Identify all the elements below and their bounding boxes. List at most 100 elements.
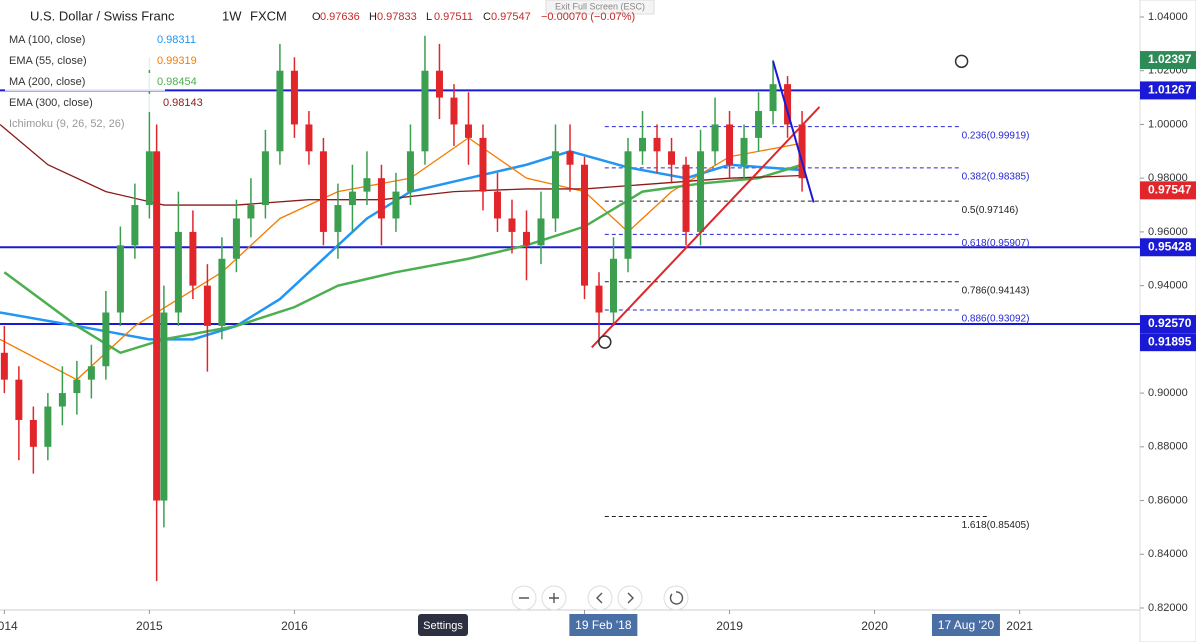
fib-label: 0.382(0.98385) bbox=[962, 171, 1030, 182]
ohlc-value: 0.97547 bbox=[491, 11, 531, 23]
x-tick-label: 2015 bbox=[136, 619, 163, 633]
candle-body bbox=[653, 137, 661, 152]
candle-body bbox=[566, 151, 574, 165]
candle-body bbox=[581, 164, 589, 286]
candle-body bbox=[290, 70, 298, 125]
legend-bg bbox=[5, 52, 165, 70]
candle-body bbox=[755, 111, 763, 138]
control-icons bbox=[519, 591, 684, 605]
fib-label: 0.5(0.97146) bbox=[962, 205, 1019, 216]
interval: 1W bbox=[222, 8, 242, 23]
candle-body bbox=[276, 70, 284, 152]
candle-body bbox=[493, 191, 501, 219]
candle-body bbox=[392, 191, 400, 219]
candle-body bbox=[203, 285, 211, 326]
y-tick-label: 1.00000 bbox=[1148, 118, 1188, 130]
x-tick-label: 2016 bbox=[281, 619, 308, 633]
symbol-title: U.S. Dollar / Swiss Franc bbox=[30, 8, 175, 23]
plot: 0.820000.840000.860000.880000.900000.920… bbox=[0, 11, 1196, 636]
candle-body bbox=[145, 151, 153, 206]
ohlc-key: L bbox=[426, 11, 432, 23]
candle-body bbox=[305, 124, 313, 152]
x-tick-label: 2019 bbox=[716, 619, 743, 633]
price-label-box bbox=[1140, 315, 1196, 334]
candle-body bbox=[595, 285, 603, 313]
candle-body bbox=[87, 366, 95, 380]
candle-body bbox=[435, 70, 443, 98]
x-marker-box bbox=[931, 614, 1000, 636]
price-label-box bbox=[1140, 333, 1196, 352]
fib-label: 0.786(0.94143) bbox=[962, 285, 1030, 296]
ohlc-value: 0.97833 bbox=[377, 11, 417, 23]
scroll-right[interactable] bbox=[617, 585, 643, 611]
ohlc-value: 0.97511 bbox=[434, 11, 473, 23]
y-tick-label: 1.04000 bbox=[1148, 11, 1188, 23]
candle-body bbox=[740, 137, 748, 165]
ma-line bbox=[3, 163, 803, 355]
settings-button[interactable] bbox=[418, 614, 468, 636]
fib-label: 0.886(0.93092) bbox=[962, 314, 1030, 325]
candle-body bbox=[537, 218, 545, 246]
scroll-left[interactable] bbox=[587, 585, 613, 611]
candle-body bbox=[334, 205, 342, 232]
ohlc-key: O bbox=[312, 11, 321, 23]
x-marker-box bbox=[569, 614, 638, 636]
candle-body bbox=[377, 178, 385, 219]
price-label-box bbox=[1140, 81, 1196, 100]
price-label: 0.95428 bbox=[1148, 239, 1192, 253]
candle-body bbox=[508, 218, 516, 232]
candle-body bbox=[624, 151, 632, 259]
candle-body bbox=[363, 178, 371, 192]
candle-body bbox=[58, 393, 66, 407]
candle-body bbox=[450, 97, 458, 125]
candle-body bbox=[261, 151, 269, 206]
legend: U.S. Dollar / Swiss Franc 1W FXCM Ichimo… bbox=[5, 8, 635, 130]
y-tick-label: 0.88000 bbox=[1148, 441, 1188, 453]
y-tick-label: 0.84000 bbox=[1148, 548, 1188, 560]
fib-label: 0.236(0.99919) bbox=[962, 130, 1030, 141]
candle-body bbox=[610, 258, 618, 313]
reset[interactable] bbox=[663, 585, 689, 611]
legend-value: 0.98454 bbox=[157, 76, 197, 88]
x-marker-label: 19 Feb '18 bbox=[575, 618, 632, 632]
legend-value: 0.98143 bbox=[163, 97, 203, 109]
x-tick-label: 2020 bbox=[861, 619, 888, 633]
candle-body bbox=[160, 312, 168, 501]
price-label: 0.92570 bbox=[1148, 316, 1192, 330]
candle-body bbox=[15, 379, 23, 420]
legend-name: EMA (55, close) bbox=[9, 55, 87, 67]
candle-body bbox=[464, 124, 472, 138]
y-tick-label: 0.82000 bbox=[1148, 602, 1188, 614]
candle-body bbox=[116, 245, 124, 313]
exit-button[interactable] bbox=[545, 0, 655, 15]
y-tick-label: 0.86000 bbox=[1148, 494, 1188, 506]
ohlc-key: C bbox=[483, 11, 491, 23]
y-tick-label: 0.98000 bbox=[1148, 172, 1188, 184]
candle-body bbox=[711, 124, 719, 152]
ichimoku-label: Ichimoku (9, 26, 52, 26) bbox=[9, 118, 125, 130]
candle-body bbox=[232, 218, 240, 259]
candle-body bbox=[726, 124, 734, 165]
candle-body bbox=[697, 151, 705, 232]
candle-body bbox=[522, 231, 530, 246]
zoom-controls[interactable] bbox=[511, 585, 689, 611]
ohlc-key: H bbox=[369, 11, 377, 23]
legend-name: EMA (300, close) bbox=[9, 97, 93, 109]
candle-body bbox=[421, 70, 429, 152]
price-label: 0.91895 bbox=[1148, 334, 1192, 348]
legend-bg bbox=[5, 94, 165, 112]
exit-label: Exit Full Screen (ESC) bbox=[555, 1, 645, 11]
candle-body bbox=[406, 151, 414, 192]
candle-body bbox=[44, 406, 52, 447]
candle-body bbox=[218, 258, 226, 326]
y-tick-label: 0.90000 bbox=[1148, 387, 1188, 399]
x-marker-label: 17 Aug '20 bbox=[938, 618, 995, 632]
x-tick-label: 2014 bbox=[0, 619, 18, 633]
marker-circle bbox=[598, 335, 612, 349]
candle-body bbox=[479, 137, 487, 192]
fib-label: 0.618(0.95907) bbox=[962, 238, 1030, 249]
candle-body bbox=[668, 151, 676, 165]
legend-value: 0.99319 bbox=[157, 55, 197, 67]
